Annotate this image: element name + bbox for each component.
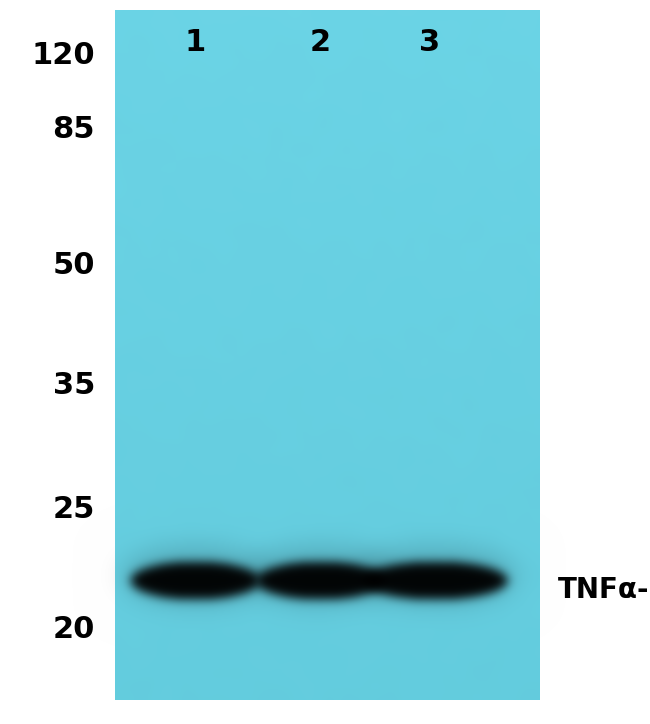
Text: 2: 2 — [309, 28, 331, 57]
Text: TNFα-IP8: TNFα-IP8 — [558, 576, 650, 604]
Text: 35: 35 — [53, 371, 95, 400]
Text: 120: 120 — [31, 41, 95, 70]
Text: 3: 3 — [419, 28, 441, 57]
Text: 20: 20 — [53, 615, 95, 644]
Text: 85: 85 — [53, 116, 95, 145]
Text: 25: 25 — [53, 495, 95, 524]
Text: 1: 1 — [185, 28, 205, 57]
Text: 50: 50 — [53, 251, 95, 279]
